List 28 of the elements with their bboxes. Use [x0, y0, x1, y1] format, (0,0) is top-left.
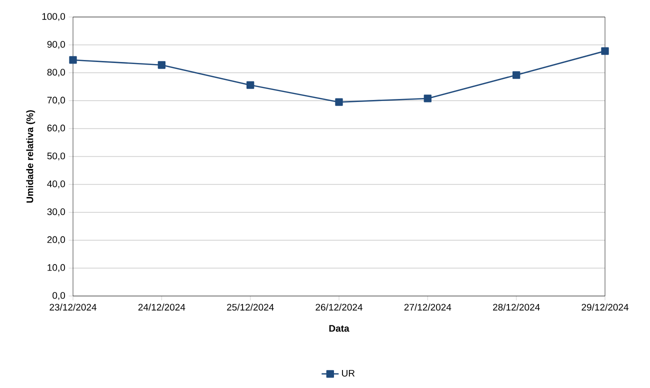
point [512, 71, 520, 79]
y-tick-label: 20,0 [47, 236, 66, 244]
y-tick-label: 80,0 [47, 68, 66, 77]
y-tick-label: 40,0 [47, 180, 66, 188]
x-axis-title: Data [329, 325, 350, 332]
x-tick-label: 24/12/2024 [138, 304, 186, 311]
x-tick-label: 27/12/2024 [404, 304, 452, 311]
x-tick-label: 28/12/2024 [493, 304, 540, 311]
y-tick-label: 30,0 [47, 208, 66, 216]
y-tick-label: 90,0 [47, 40, 66, 49]
x-tick-label: 29/12/2024 [582, 304, 628, 311]
y-tick-label: 70,0 [47, 96, 66, 105]
y-tick-label: 0,0 [52, 292, 66, 300]
x-tick-label: 26/12/2024 [316, 304, 362, 311]
point [335, 98, 343, 106]
y-tick-label: 60,0 [47, 124, 66, 133]
point [69, 56, 77, 64]
y-tick-label: 100,0 [42, 13, 65, 21]
legend-label: UR [342, 370, 355, 377]
x-tick-label: 25/12/2024 [227, 304, 274, 311]
y-axis-title: Umidade relativa (%) [26, 110, 36, 203]
point [424, 94, 432, 102]
y-tick-label: 50,0 [47, 152, 66, 160]
point [246, 81, 254, 89]
point [601, 47, 609, 55]
y-tick-label: 10,0 [48, 264, 66, 272]
x-tick-label: 23/12/2024 [50, 304, 96, 311]
point [158, 61, 166, 69]
